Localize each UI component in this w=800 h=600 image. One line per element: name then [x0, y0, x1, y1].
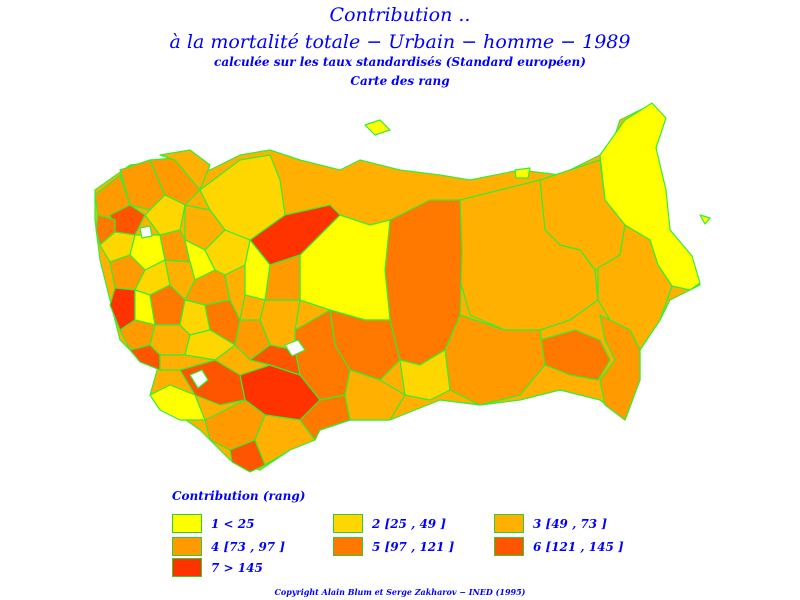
lake-1 [189, 369, 209, 389]
legend-label-1: 1 < 25 [211, 516, 255, 531]
legend-title: Contribution (rang) [172, 489, 306, 503]
copyright-text: Copyright Alain Blum et Serge Zakharov −… [274, 587, 526, 597]
map-title: Contribution .. [329, 4, 471, 26]
region-eu-25 [184, 329, 236, 361]
region-eu-22 [204, 299, 241, 346]
region-yakutia [459, 179, 599, 331]
legend-label-2: 2 [25 , 49 ] [372, 516, 446, 531]
legend-label-7: 7 > 145 [211, 560, 263, 575]
region-urals-3 [249, 344, 301, 376]
legend-item-6: 6 [121 , 145 ] [494, 537, 624, 556]
map-title-line2: à la mortalité totale − Urbain − homme −… [169, 31, 631, 53]
legend-swatch-3 [494, 514, 524, 533]
map-subtitle-2: Carte des rang [350, 74, 450, 88]
region-murmansk [159, 149, 211, 191]
region-eu-17 [224, 264, 246, 321]
island-3 [699, 214, 711, 225]
legend-item-5: 5 [97 , 121 ] [333, 537, 454, 556]
legend-item-7: 7 > 145 [172, 558, 263, 577]
legend-swatch-5 [333, 537, 363, 556]
legend-item-2: 2 [25 , 49 ] [333, 514, 446, 533]
region-east-2 [597, 224, 673, 351]
legend-label-5: 5 [97 , 121 ] [372, 539, 455, 554]
lake-2 [284, 339, 306, 357]
region-tyumen [299, 214, 391, 321]
legend-swatch-7 [172, 558, 202, 577]
legend-swatch-1 [172, 514, 202, 533]
island-1 [364, 119, 391, 136]
legend-swatch-6 [494, 537, 524, 556]
legend-label-3: 3 [49 , 73 ] [533, 516, 607, 531]
island-2 [514, 167, 531, 179]
legend-swatch-2 [333, 514, 363, 533]
region-east-south [539, 329, 611, 381]
region-central-asia-4 [229, 439, 266, 473]
choropleth-map [94, 102, 711, 473]
region-eu-4 [144, 194, 186, 236]
legend-swatch-4 [172, 537, 202, 556]
legend-label-4: 4 [73 , 97 ] [211, 539, 285, 554]
map-subtitle: calculée sur les taux standardisés (Stan… [214, 55, 586, 69]
region-pacific [599, 314, 641, 421]
legend-item-4: 4 [73 , 97 ] [172, 537, 285, 556]
region-eu-27 [159, 354, 216, 371]
legend-item-1: 1 < 25 [172, 514, 254, 533]
lake-3 [139, 225, 153, 239]
region-central-asia-3 [299, 394, 351, 441]
legend-label-6: 6 [121 , 145 ] [533, 539, 624, 554]
legend-item-3: 3 [49 , 73 ] [494, 514, 607, 533]
